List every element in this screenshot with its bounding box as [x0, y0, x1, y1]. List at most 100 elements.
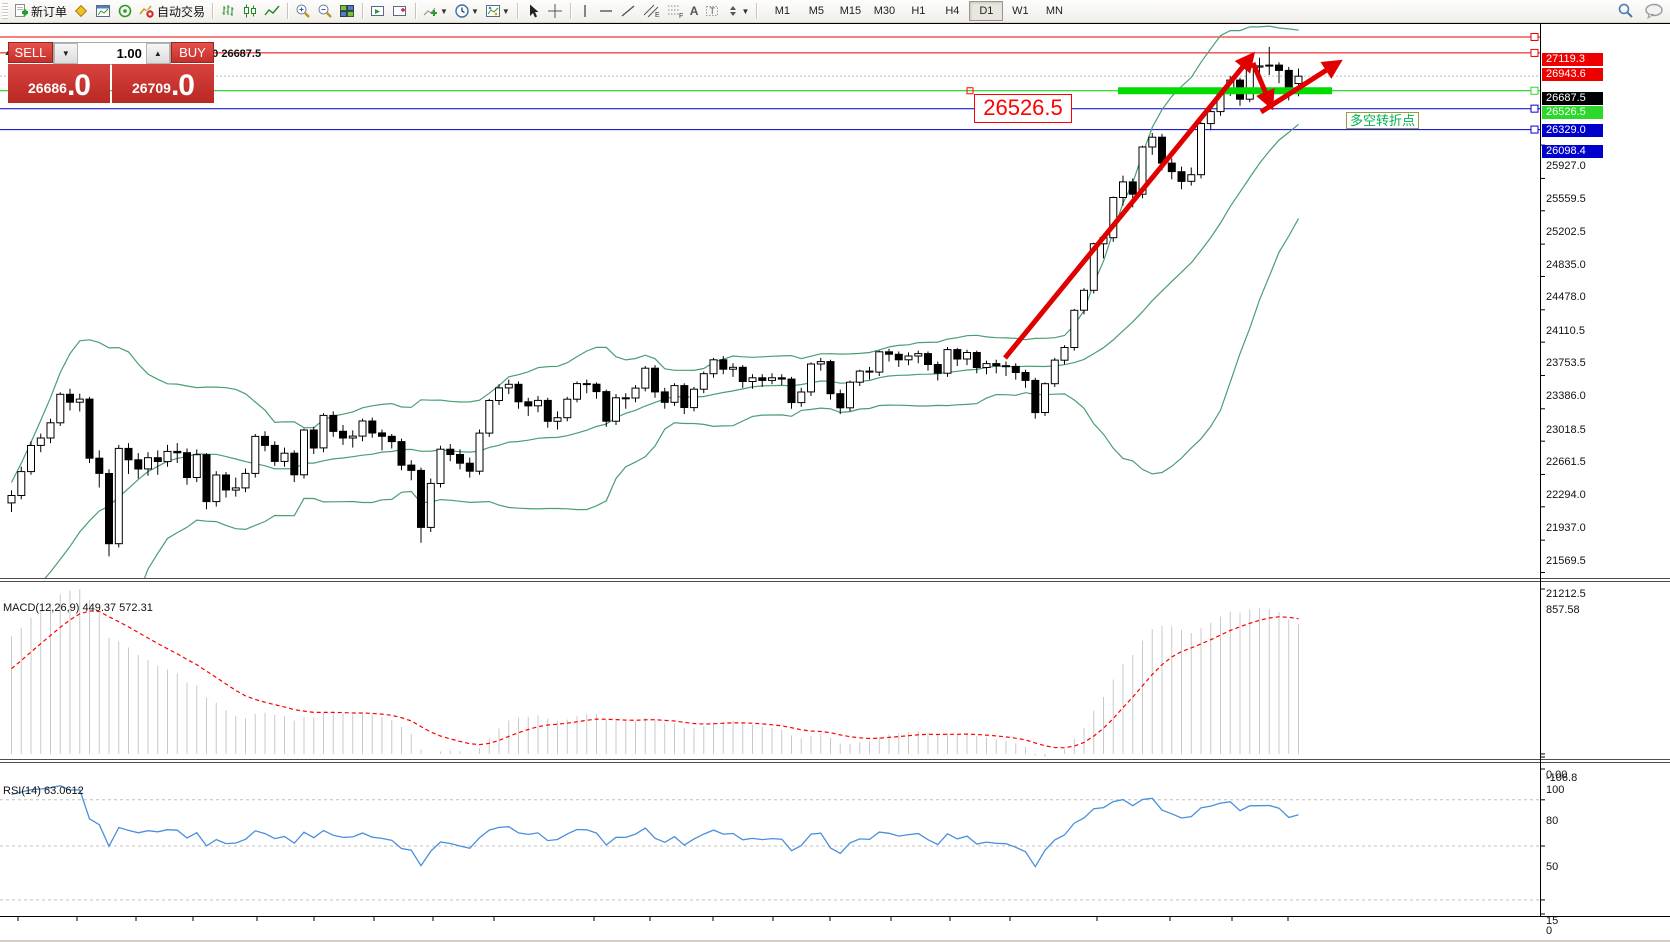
- chart-canvas: [0, 22, 1670, 921]
- chart-shift-icon: [393, 6, 407, 16]
- chart-shift-button[interactable]: [389, 1, 411, 21]
- price-tick-label: 21212.5: [1546, 587, 1586, 600]
- chat-icon[interactable]: [1644, 3, 1664, 19]
- volume-input[interactable]: [77, 43, 146, 64]
- periods-button[interactable]: ▼: [451, 1, 482, 21]
- new-order-label: 新订单: [31, 4, 68, 19]
- toolbar-separator: [362, 3, 364, 19]
- toolbar-grip[interactable]: [2, 3, 8, 19]
- text-button[interactable]: A: [687, 1, 702, 21]
- marketwatch-button[interactable]: [114, 1, 136, 21]
- buy-price-fraction: .0: [170, 69, 195, 102]
- svg-text:F: F: [679, 13, 683, 19]
- rsi-axis-label: 80: [1546, 814, 1559, 827]
- horizontal-line-button[interactable]: [595, 1, 617, 21]
- price-tag-26526.5: 26526.5: [1542, 106, 1603, 120]
- timeframe-D1[interactable]: D1: [969, 1, 1004, 21]
- candles-layer: [7, 46, 1303, 557]
- timeframe-M15[interactable]: M15: [839, 5, 862, 17]
- zoom-in-button[interactable]: [292, 1, 314, 21]
- equidistant-channel-button[interactable]: E: [639, 1, 663, 21]
- buy-button[interactable]: BUY: [170, 42, 214, 63]
- timeframe-MN[interactable]: MN: [1045, 5, 1063, 17]
- rsi-label: RSI(14) 63.0612: [3, 785, 84, 797]
- equidistant-channel-icon: E: [643, 4, 660, 19]
- zoom-in-icon: [296, 4, 310, 18]
- price-tick-label: 24110.5: [1546, 324, 1585, 337]
- buy-price: 26709: [132, 80, 171, 96]
- cursor-icon: [529, 4, 539, 18]
- chart-surface[interactable]: ▲ JPN225-,Daily 26607.5 26772.5 26465.0 …: [0, 22, 1670, 942]
- price-tag-26329.0: 26329.0: [1542, 124, 1603, 138]
- trend-arrows[interactable]: [1003, 51, 1343, 360]
- indicators-button[interactable]: ▼: [420, 1, 451, 21]
- main-toolbar: 新订单 自动交易: [0, 0, 1670, 23]
- autotrade-label: 自动交易: [157, 4, 206, 19]
- rsi-axis-label: 100: [1546, 784, 1565, 796]
- buy-price-box[interactable]: 26709 .0: [112, 64, 214, 103]
- timeframe-M5[interactable]: M5: [808, 5, 825, 17]
- vertical-line-button[interactable]: [575, 1, 595, 21]
- marketwatch-icon: [118, 4, 132, 18]
- line-chart-button[interactable]: [261, 1, 283, 21]
- timeframe-W1[interactable]: W1: [1012, 5, 1029, 17]
- price-tick-label: 25202.5: [1546, 225, 1586, 238]
- fibonacci-icon: F: [667, 5, 683, 19]
- price-tag-26098.4: 26098.4: [1542, 145, 1603, 159]
- svg-text:E: E: [655, 12, 660, 19]
- sell-button[interactable]: SELL: [8, 42, 53, 63]
- price-tag-26687.5: 26687.5: [1542, 91, 1603, 105]
- arrows-icon: [730, 6, 737, 16]
- volume-spinner: ▼ ▲: [52, 42, 171, 65]
- text-label-button[interactable]: T: [701, 1, 723, 21]
- toolbar-separator: [516, 3, 518, 19]
- new-order-button[interactable]: 新订单: [10, 1, 70, 21]
- tile-windows-icon: [340, 5, 355, 17]
- chart-window-icon: [96, 5, 111, 17]
- price-tick-label: 23018.5: [1546, 423, 1586, 436]
- bar-chart-icon: [222, 5, 234, 16]
- sell-price: 26686: [28, 80, 67, 96]
- macd-layer: [11, 589, 1299, 757]
- autotrade-button[interactable]: 自动交易: [136, 1, 208, 21]
- toolbar-separator: [569, 3, 571, 19]
- arrows-button[interactable]: ▼: [723, 1, 752, 21]
- sell-price-box[interactable]: 26686 .0: [8, 64, 110, 103]
- chart-window-button[interactable]: [92, 1, 114, 21]
- toolbar-separator: [415, 3, 417, 19]
- zoom-out-button[interactable]: [314, 1, 336, 21]
- macd-axis-label: 857.58: [1546, 604, 1580, 616]
- chevron-down-icon: ▼: [741, 6, 750, 16]
- timeframe-M30[interactable]: M30: [873, 5, 896, 17]
- text-label-icon: T: [706, 6, 719, 16]
- search-icon[interactable]: [1617, 2, 1634, 19]
- tile-windows-button[interactable]: [336, 1, 358, 21]
- price-callout-annotation[interactable]: 26526.5: [974, 94, 1072, 123]
- price-tick-label: 22294.0: [1546, 489, 1586, 502]
- price-tick-label: 25559.5: [1546, 193, 1586, 206]
- volume-decrease-button[interactable]: ▼: [53, 43, 78, 64]
- crosshair-button[interactable]: [544, 1, 566, 21]
- price-tick-label: 25927.0: [1546, 160, 1586, 173]
- timeframe-H4[interactable]: H4: [945, 5, 960, 17]
- line-chart-icon: [264, 5, 280, 16]
- toolbar-separator: [287, 3, 289, 19]
- profiles-button[interactable]: [70, 1, 92, 21]
- templates-button[interactable]: ▼: [482, 1, 513, 21]
- candlestick-button[interactable]: [239, 1, 261, 21]
- toolbar-separator: [756, 3, 758, 19]
- price-tick-label: 24835.0: [1546, 259, 1586, 272]
- bar-chart-button[interactable]: [217, 1, 239, 21]
- window-collapse-marker[interactable]: ▲: [4, 50, 11, 57]
- rsi-axis-label: 0: [1546, 925, 1553, 937]
- arrange-charts-button[interactable]: [367, 1, 389, 21]
- timeframe-M1[interactable]: M1: [774, 5, 791, 17]
- cursor-button[interactable]: [522, 1, 544, 21]
- toolbar-separator: [212, 3, 214, 19]
- timeframe-H1[interactable]: H1: [911, 5, 926, 17]
- volume-increase-button[interactable]: ▲: [145, 43, 170, 64]
- trendline-button[interactable]: [617, 1, 639, 21]
- turning-point-note[interactable]: 多空转折点: [1346, 112, 1420, 129]
- fibonacci-button[interactable]: F: [663, 1, 687, 21]
- timeframe-bar: M1 M5 M15 M30 H1 H4 D1 W1 MN: [765, 1, 1071, 21]
